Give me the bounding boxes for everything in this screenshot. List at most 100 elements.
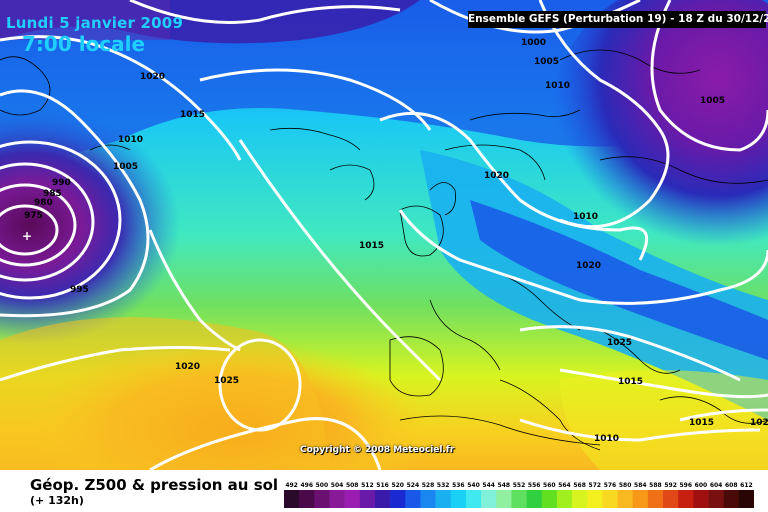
scale-label: 504 [331, 482, 344, 489]
copyright-text: Copyright © 2008 Meteociel.fr [300, 445, 455, 455]
scale-swatch [405, 490, 421, 508]
isobar-label: 990 [52, 178, 71, 188]
scale-label: 512 [361, 482, 374, 489]
scale-swatch [738, 490, 754, 508]
scale-swatch [329, 490, 345, 508]
isobar-label: 1010 [545, 81, 570, 91]
isobar-label: 980 [34, 198, 53, 208]
scale-label: 544 [482, 482, 495, 489]
isobar-label: 1020 [484, 171, 509, 181]
scale-swatch [511, 490, 527, 508]
isobar-label: 1020 [175, 362, 200, 372]
se-yellow [560, 370, 768, 470]
scale-swatch [420, 490, 436, 508]
scale-label: 560 [543, 482, 556, 489]
isobar-label: 1005 [113, 162, 138, 172]
scale-swatch [678, 490, 694, 508]
weather-map: 1000 1005 1010 1005 1020 1015 1010 1005 … [0, 0, 768, 470]
isobar-label: 102 [750, 418, 768, 428]
scale-label: 596 [680, 482, 693, 489]
isobar-labels: 1000 1005 1010 1005 1020 1015 1010 1005 … [24, 38, 768, 444]
color-scale: 492 496 500 504 508 512 516 520 524 528 532 536 540 5… [284, 482, 754, 508]
scale-label: 564 [558, 482, 571, 489]
scale-label: 576 [604, 482, 617, 489]
scale-swatch [602, 490, 618, 508]
scale-swatch [374, 490, 391, 508]
top-left-purple [0, 0, 170, 40]
scale-swatch [693, 490, 709, 508]
forecast-date: Lundi 5 janvier 2009 [6, 14, 184, 32]
scale-swatch [299, 490, 315, 508]
scale-swatch [572, 490, 588, 508]
scale-swatch [541, 490, 558, 508]
scale-swatch [344, 490, 361, 508]
scale-label: 508 [346, 482, 359, 489]
scale-swatch [617, 490, 634, 508]
scale-label: 536 [452, 482, 465, 489]
field-title: Géop. Z500 & pression au sol [30, 476, 279, 494]
scale-swatch [314, 490, 330, 508]
coastlines [0, 49, 768, 451]
scale-label: 592 [664, 482, 677, 489]
isobar-label: 1025 [214, 376, 239, 386]
scale-label: 532 [437, 482, 450, 489]
scale-swatch [435, 490, 452, 508]
scale-swatch [723, 490, 740, 508]
low-center-marker: + [22, 229, 32, 243]
isobar-label: 1010 [118, 135, 143, 145]
scale-swatch [481, 490, 497, 508]
scale-swatch [587, 490, 603, 508]
scale-swatch [647, 490, 664, 508]
isobar-label: 1005 [534, 57, 559, 67]
isobar-label: 1015 [689, 418, 714, 428]
scale-label: 612 [740, 482, 753, 489]
isobar-label: 1015 [180, 110, 205, 120]
isobar-label: 1015 [618, 377, 643, 387]
scale-label: 588 [649, 482, 662, 489]
scale-swatch [708, 490, 724, 508]
run-info-header: Ensemble GEFS (Perturbation 19) - 18 Z d… [468, 11, 768, 28]
scale-swatch [556, 490, 573, 508]
isobar-label: 1010 [594, 434, 619, 444]
scale-label: 548 [498, 482, 511, 489]
scale-swatch [526, 490, 543, 508]
isobar-label: 1015 [359, 241, 384, 251]
isobar-label: 1020 [576, 261, 601, 271]
isobars [0, 0, 768, 470]
scale-swatch [632, 490, 649, 508]
scale-swatch [465, 490, 482, 508]
scale-label: 500 [316, 482, 329, 489]
scale-swatch [284, 490, 300, 508]
isobar-label: 1000 [521, 38, 546, 48]
isobar-label: 1005 [700, 96, 725, 106]
isobar-label: 985 [43, 189, 62, 199]
isobar-label: 1020 [140, 72, 165, 82]
scale-label: 604 [710, 482, 723, 489]
isobar-label: 975 [24, 211, 43, 221]
scale-label: 600 [695, 482, 708, 489]
scale-label: 608 [725, 482, 738, 489]
lead-time: (+ 132h) [30, 494, 84, 507]
isobar-label: 995 [70, 285, 89, 295]
scale-swatch [450, 490, 467, 508]
scale-swatch [390, 490, 406, 508]
scale-label: 520 [391, 482, 404, 489]
scale-swatch [496, 490, 512, 508]
scale-label: 540 [467, 482, 480, 489]
scale-label: 584 [634, 482, 647, 489]
scale-label: 580 [619, 482, 632, 489]
scale-label: 552 [513, 482, 526, 489]
scale-label: 568 [573, 482, 586, 489]
scale-label: 516 [376, 482, 389, 489]
isobar-label: 1025 [607, 338, 632, 348]
scale-label: 492 [285, 482, 298, 489]
scale-label: 572 [589, 482, 602, 489]
forecast-time: 7:00 locale [22, 32, 146, 56]
scale-label: 524 [407, 482, 420, 489]
scale-swatch [663, 490, 679, 508]
isobar-label: 1010 [573, 212, 598, 222]
scale-label: 528 [422, 482, 435, 489]
cold-core-band [470, 200, 768, 360]
scale-label: 556 [528, 482, 541, 489]
